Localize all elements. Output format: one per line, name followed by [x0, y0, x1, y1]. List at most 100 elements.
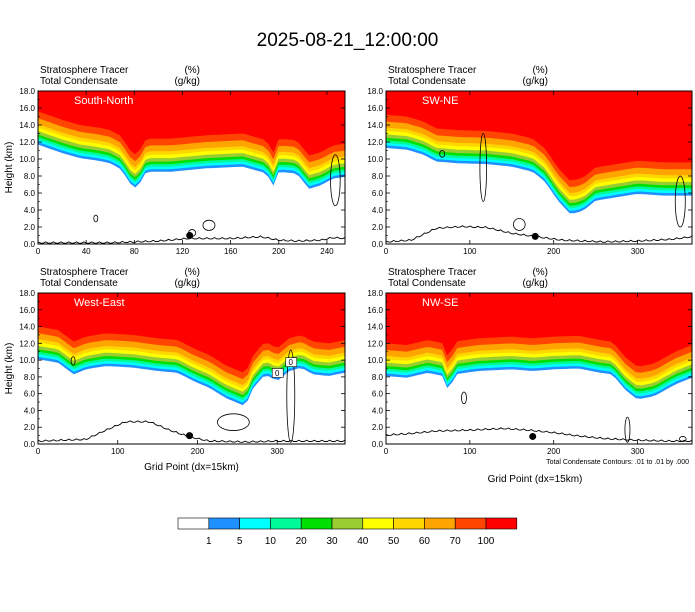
y-tick-label: 18.0 [19, 87, 35, 96]
legend-swatch [485, 517, 518, 530]
location-marker [529, 432, 537, 440]
legend-label: 5 [237, 536, 243, 547]
panel-subtitle-2: Total Condensate [40, 278, 118, 289]
legend-swatch [300, 517, 333, 530]
cloud-contour [202, 219, 216, 231]
panel-subtitle-2: Total Condensate [388, 76, 466, 87]
panel-label: South-North [74, 95, 133, 107]
y-tick-label: 6.0 [372, 189, 384, 198]
legend-swatch [208, 517, 240, 530]
x-tick-label: 0 [36, 247, 41, 256]
cloud-contour [624, 416, 631, 443]
panel-unit-2: (g/kg) [174, 278, 200, 289]
y-tick-label: 0.0 [24, 440, 36, 449]
plot-area [386, 91, 692, 243]
terrain-line [38, 420, 345, 443]
plot-area [38, 91, 345, 244]
cloud-contour [286, 349, 296, 443]
cloud-contour [439, 150, 446, 158]
panel-nw-se: 0.0 2.0 4.0 6.0 8.0 10.0 12.0 14.0 16.0 18.0 0 100 2… [367, 267, 693, 485]
x-tick-label: 100 [463, 247, 477, 256]
x-tick-label: 300 [271, 447, 285, 456]
legend-swatch [331, 517, 364, 530]
panel-label: NW-SE [422, 297, 458, 309]
x-tick-label: 300 [631, 447, 645, 456]
y-tick-label: 14.0 [367, 323, 383, 332]
x-tick-label: 100 [111, 447, 125, 456]
y-tick-label: 8.0 [24, 172, 36, 181]
x-tick-label: 0 [384, 447, 389, 456]
location-marker [186, 232, 194, 239]
y-tick-label: 14.0 [367, 121, 383, 130]
y-tick-label: 10.0 [19, 155, 35, 164]
panel-unit-1: (%) [532, 267, 548, 278]
x-tick-label: 200 [272, 247, 286, 256]
panel-south-north: 0.0 2.0 4.0 6.0 8.0 10.0 12.0 14.0 16.0 18.0 0 40 80… [4, 65, 346, 256]
tracer-band-10 [386, 91, 692, 181]
panel-subtitle-2: Total Condensate [40, 76, 118, 87]
panel-subtitle-1: Stratosphere Tracer [40, 267, 129, 278]
y-tick-label: 0.0 [24, 240, 36, 249]
tracer-band-10 [386, 293, 692, 367]
y-tick-label: 12.0 [367, 339, 383, 348]
y-tick-label: 16.0 [19, 104, 35, 113]
x-tick-label: 0 [36, 447, 41, 456]
panel-unit-1: (%) [532, 65, 548, 76]
legend-label: 70 [450, 536, 462, 547]
legend-swatch [454, 517, 487, 530]
y-tick-label: 8.0 [24, 373, 36, 382]
y-tick-label: 16.0 [367, 306, 383, 315]
y-axis-label: Height (km) [4, 343, 15, 395]
cloud-contour [513, 218, 526, 231]
x-tick-label: 0 [384, 247, 389, 256]
x-tick-label: 200 [191, 447, 205, 456]
legend-label: 50 [388, 536, 400, 547]
y-tick-label: 8.0 [372, 373, 384, 382]
x-axis-label: Grid Point (dx=15km) [488, 474, 583, 485]
y-tick-label: 10.0 [19, 356, 35, 365]
panel-subtitle-1: Stratosphere Tracer [388, 65, 477, 76]
panel-unit-1: (%) [184, 65, 200, 76]
y-tick-label: 12.0 [19, 339, 35, 348]
location-marker [186, 432, 194, 440]
panel-subtitle-1: Stratosphere Tracer [40, 65, 129, 76]
plot-area [386, 293, 692, 443]
contour-note: Total Condensate Contours: .01 to .01 by… [546, 459, 689, 466]
y-tick-label: 18.0 [367, 87, 383, 96]
cloud-contour [674, 175, 686, 228]
x-tick-label: 100 [463, 447, 477, 456]
panel-unit-2: (g/kg) [522, 278, 548, 289]
x-tick-label: 80 [130, 247, 139, 256]
x-tick-label: 160 [224, 247, 238, 256]
legend-label: 60 [419, 536, 431, 547]
y-tick-label: 6.0 [372, 390, 384, 399]
y-tick-label: 12.0 [19, 138, 35, 147]
y-tick-label: 14.0 [19, 323, 35, 332]
location-marker [531, 232, 539, 240]
x-tick-label: 120 [176, 247, 190, 256]
x-tick-label: 300 [631, 247, 645, 256]
x-tick-label: 240 [320, 247, 334, 256]
legend-swatch [424, 517, 456, 530]
x-tick-label: 200 [547, 447, 561, 456]
y-tick-label: 18.0 [367, 289, 383, 298]
plot-area: 00 [38, 293, 345, 443]
legend-swatch [270, 517, 302, 530]
y-tick-label: 10.0 [367, 356, 383, 365]
panel-label: West-East [74, 297, 125, 309]
terrain-line [386, 225, 692, 243]
y-tick-label: 2.0 [372, 423, 384, 432]
legend-label: 20 [296, 536, 308, 547]
y-tick-label: 16.0 [19, 306, 35, 315]
panel-label: SW-NE [422, 95, 458, 107]
y-tick-label: 6.0 [24, 189, 36, 198]
cloud-contour [93, 214, 99, 223]
tracer-band-10 [38, 293, 345, 373]
legend-swatch [362, 517, 394, 530]
panel-unit-1: (%) [184, 267, 200, 278]
color-legend: 1 5 10 20 30 40 50 60 70 100 [177, 517, 518, 547]
x-axis-label: Grid Point (dx=15km) [144, 462, 239, 473]
contour-label-box [285, 357, 298, 367]
legend-label: 40 [357, 536, 369, 547]
